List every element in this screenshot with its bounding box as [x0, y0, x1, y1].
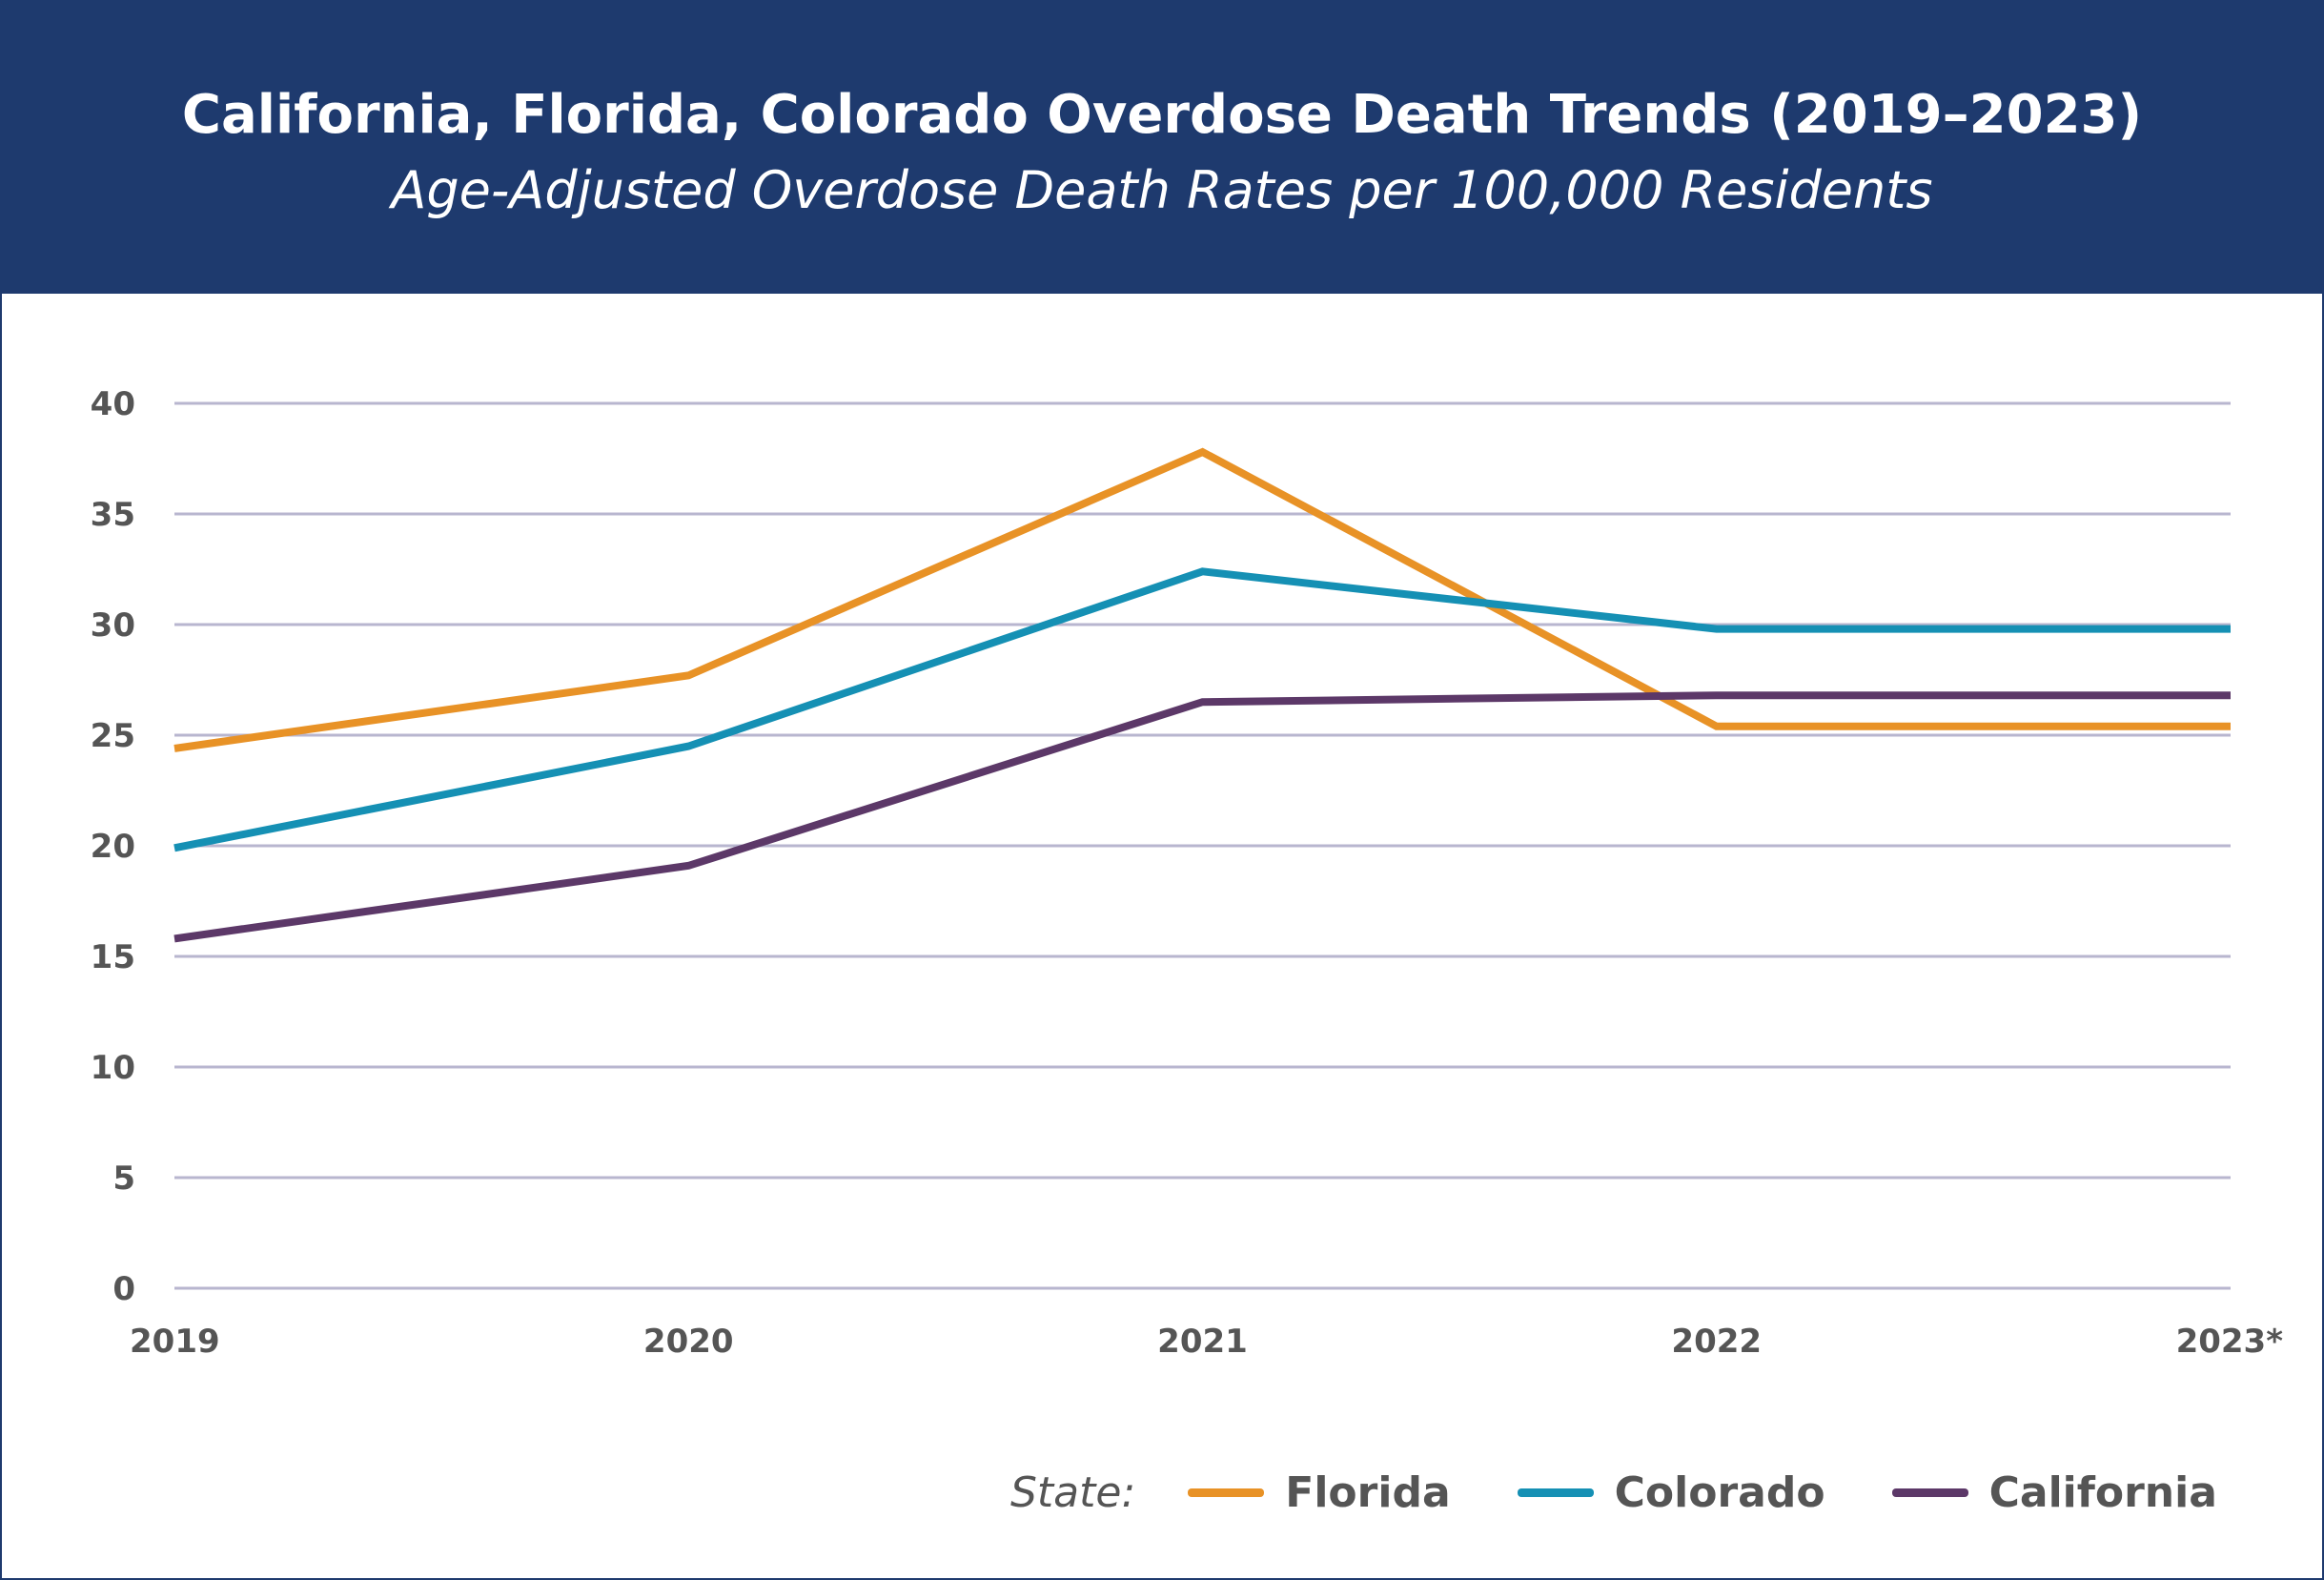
- y-tick-label: 5: [112, 1159, 135, 1198]
- y-tick-label: 0: [112, 1270, 135, 1308]
- legend-item-california: California: [1891, 1468, 2217, 1517]
- x-tick-label: 2023*: [2176, 1323, 2284, 1361]
- legend: State: Florida Colorado California: [1010, 1468, 2284, 1517]
- y-tick-label: 10: [91, 1049, 135, 1087]
- legend-label: Florida: [1285, 1468, 1451, 1517]
- chart-subtitle: Age-Adjusted Overdose Death Rates per 10…: [391, 160, 1933, 220]
- legend-label: California: [1988, 1468, 2217, 1517]
- y-tick-label: 20: [91, 828, 135, 866]
- x-tick-label: 2020: [643, 1323, 734, 1361]
- series-line-florida: [173, 447, 2231, 752]
- series-line-california: [173, 691, 2231, 943]
- legend-item-colorado: Colorado: [1517, 1468, 1825, 1517]
- y-tick-label: 25: [91, 717, 135, 755]
- y-tick-label: 40: [91, 385, 135, 423]
- legend-label: Colorado: [1614, 1468, 1825, 1517]
- chart-title: California, Florida, Colorado Overdose D…: [181, 84, 2143, 146]
- chart-header: California, Florida, Colorado Overdose D…: [0, 0, 2324, 294]
- series-line-colorado: [173, 567, 2231, 852]
- y-tick-label: 30: [91, 606, 135, 645]
- legend-swatch: [1188, 1488, 1265, 1497]
- legend-swatch: [1891, 1488, 1968, 1497]
- legend-swatch: [1517, 1488, 1594, 1497]
- x-tick-label: 2021: [1157, 1323, 1248, 1361]
- y-tick-label: 35: [91, 496, 135, 534]
- legend-item-florida: Florida: [1188, 1468, 1451, 1517]
- legend-title: State:: [1010, 1468, 1136, 1517]
- x-tick-label: 2022: [1671, 1323, 1762, 1361]
- y-tick-label: 15: [91, 938, 135, 976]
- x-tick-label: 2019: [130, 1323, 220, 1361]
